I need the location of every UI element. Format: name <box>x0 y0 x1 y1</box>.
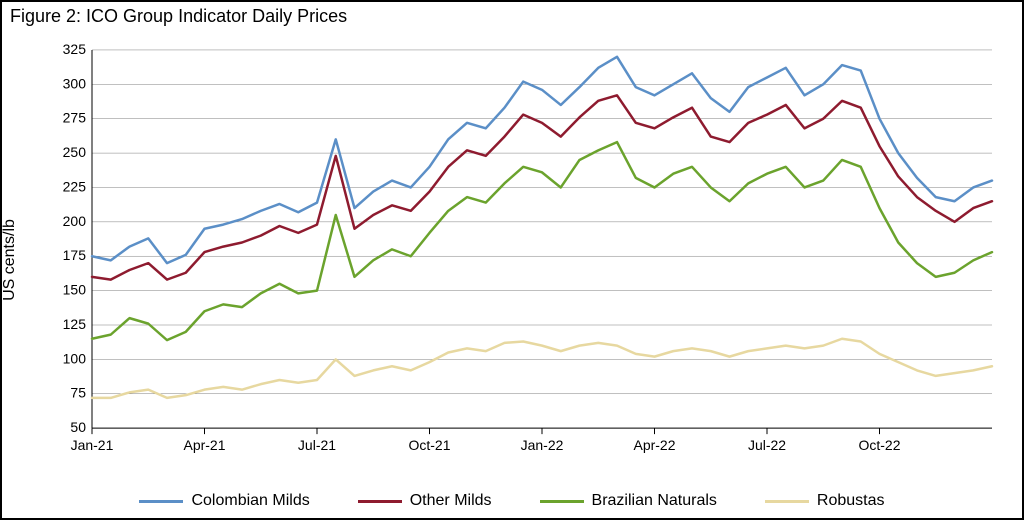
svg-text:225: 225 <box>63 178 87 194</box>
svg-text:300: 300 <box>63 75 87 91</box>
svg-text:325: 325 <box>63 41 87 57</box>
legend-swatch <box>765 500 809 503</box>
legend-swatch <box>358 500 402 503</box>
legend: Colombian Milds Other Milds Brazilian Natu… <box>2 492 1022 510</box>
svg-text:275: 275 <box>63 110 87 126</box>
svg-text:100: 100 <box>63 350 87 366</box>
svg-text:Jul-21: Jul-21 <box>298 437 336 453</box>
svg-text:Jan-22: Jan-22 <box>521 437 564 453</box>
svg-text:125: 125 <box>63 316 87 332</box>
svg-text:Jul-22: Jul-22 <box>748 437 786 453</box>
chart-area: 50 75 100 125 150 175 200 225 250 275 300 325 Jan-21… <box>42 40 1002 458</box>
legend-item: Robustas <box>765 492 885 510</box>
svg-text:75: 75 <box>70 385 86 401</box>
legend-label: Robustas <box>817 492 885 510</box>
legend-item: Colombian Milds <box>139 492 309 510</box>
svg-text:Oct-21: Oct-21 <box>409 437 451 453</box>
legend-label: Brazilian Naturals <box>592 492 717 510</box>
svg-text:250: 250 <box>63 144 87 160</box>
figure-container: Figure 2: ICO Group Indicator Daily Pric… <box>0 0 1024 520</box>
legend-item: Other Milds <box>358 492 492 510</box>
legend-swatch <box>139 500 183 503</box>
figure-title: Figure 2: ICO Group Indicator Daily Pric… <box>10 6 347 27</box>
legend-item: Brazilian Naturals <box>540 492 717 510</box>
legend-swatch <box>540 500 584 503</box>
svg-text:50: 50 <box>70 419 86 435</box>
svg-text:175: 175 <box>63 247 87 263</box>
y-axis-label: US cents/lb <box>1 219 19 301</box>
legend-label: Colombian Milds <box>191 492 309 510</box>
svg-text:Jan-21: Jan-21 <box>71 437 114 453</box>
legend-label: Other Milds <box>410 492 492 510</box>
svg-text:Oct-22: Oct-22 <box>859 437 901 453</box>
svg-text:200: 200 <box>63 213 87 229</box>
svg-text:Apr-21: Apr-21 <box>184 437 226 453</box>
svg-text:Apr-22: Apr-22 <box>634 437 676 453</box>
line-chart: 50 75 100 125 150 175 200 225 250 275 300 325 Jan-21… <box>42 40 1002 458</box>
svg-text:150: 150 <box>63 282 87 298</box>
